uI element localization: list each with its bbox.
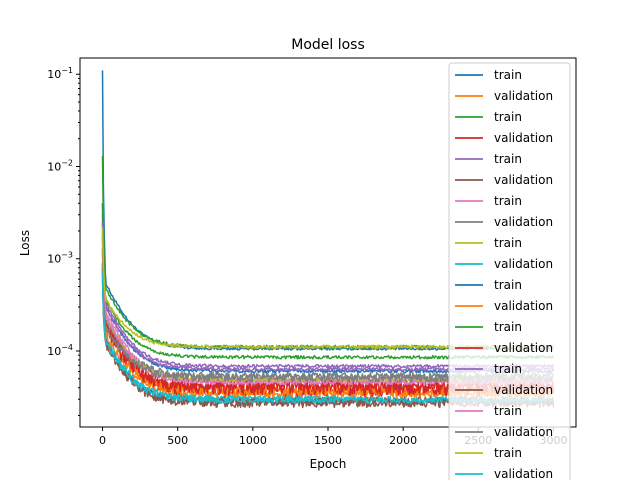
legend-label: train <box>494 278 522 292</box>
legend-label: validation <box>494 257 553 271</box>
y-tick-label: 10−1 <box>47 66 73 81</box>
x-tick-label: 1500 <box>314 434 342 447</box>
legend-label: validation <box>494 215 553 229</box>
legend-label: validation <box>494 383 553 397</box>
x-tick-label: 500 <box>167 434 188 447</box>
legend-label: train <box>494 446 522 460</box>
y-tick-label: 10−2 <box>47 158 73 173</box>
legend-label: train <box>494 194 522 208</box>
x-axis-label: Epoch <box>310 457 347 471</box>
x-tick-label: 0 <box>99 434 106 447</box>
legend-box <box>448 62 571 480</box>
y-tick-label: 10−4 <box>47 343 73 358</box>
legend-label: validation <box>494 341 553 355</box>
legend-label: train <box>494 404 522 418</box>
y-tick-label: 10−3 <box>47 251 73 266</box>
legend-label: train <box>494 110 522 124</box>
chart-title: Model loss <box>291 37 365 53</box>
legend-label: validation <box>494 173 553 187</box>
y-axis-label: Loss <box>18 230 32 256</box>
legend-label: validation <box>494 89 553 103</box>
legend-label: train <box>494 320 522 334</box>
legend-label: validation <box>494 425 553 439</box>
legend-label: validation <box>494 467 553 480</box>
legend-label: validation <box>494 131 553 145</box>
legend: train validation train validation train valid… <box>448 62 571 480</box>
legend-label: train <box>494 152 522 166</box>
x-tick-label: 1000 <box>239 434 267 447</box>
legend-label: train <box>494 362 522 376</box>
legend-label: validation <box>494 299 553 313</box>
legend-label: train <box>494 68 522 82</box>
x-tick-label: 2000 <box>389 434 417 447</box>
legend-label: train <box>494 236 522 250</box>
